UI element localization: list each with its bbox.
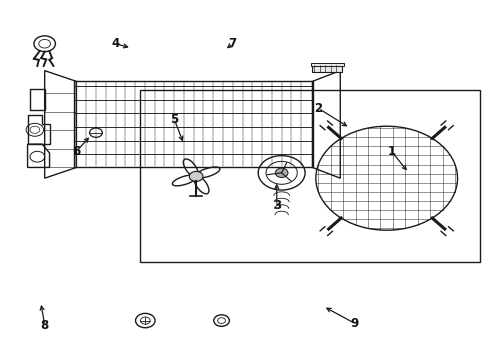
Text: 9: 9 — [351, 317, 359, 330]
Bar — [140, 90, 480, 262]
Circle shape — [189, 171, 203, 181]
Text: 8: 8 — [41, 319, 49, 332]
Text: 5: 5 — [170, 113, 178, 126]
Text: 2: 2 — [314, 102, 322, 115]
Circle shape — [275, 168, 288, 177]
Text: 1: 1 — [388, 145, 395, 158]
Text: 4: 4 — [111, 37, 120, 50]
Text: 6: 6 — [73, 145, 80, 158]
Bar — [311, 63, 344, 66]
Text: 7: 7 — [229, 37, 237, 50]
Bar — [313, 64, 342, 72]
Text: 3: 3 — [273, 199, 281, 212]
